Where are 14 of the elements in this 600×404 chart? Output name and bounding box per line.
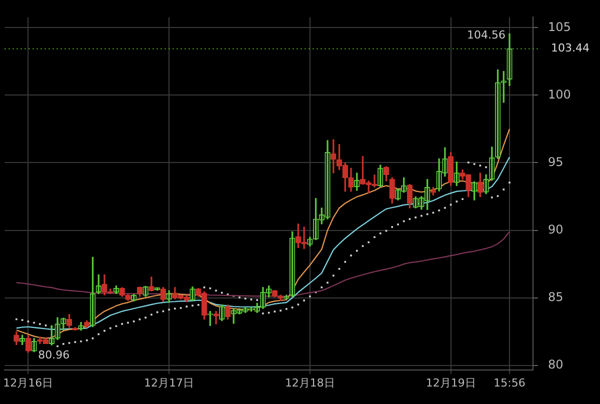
y-tick-label: 95 (548, 154, 564, 169)
x-tick-label: 12月18日 (284, 376, 335, 390)
ref-line-label: 103.44 (551, 42, 590, 55)
y-tick-label: 90 (548, 222, 564, 236)
y-tick-label: 105 (548, 20, 571, 34)
annotation: 104.56 (467, 28, 506, 42)
y-tick-label: 85 (548, 290, 564, 304)
x-tick-label: 12月17日 (144, 376, 194, 390)
y-tick-label: 80 (548, 357, 564, 372)
x-tick-label: 12月19日 (426, 376, 476, 390)
annotation: 80.96 (38, 348, 70, 362)
y-tick-label: 100 (548, 87, 571, 102)
x-tick-label: 12月16日 (3, 376, 54, 390)
x-tick-label: 15:56 (494, 376, 526, 390)
